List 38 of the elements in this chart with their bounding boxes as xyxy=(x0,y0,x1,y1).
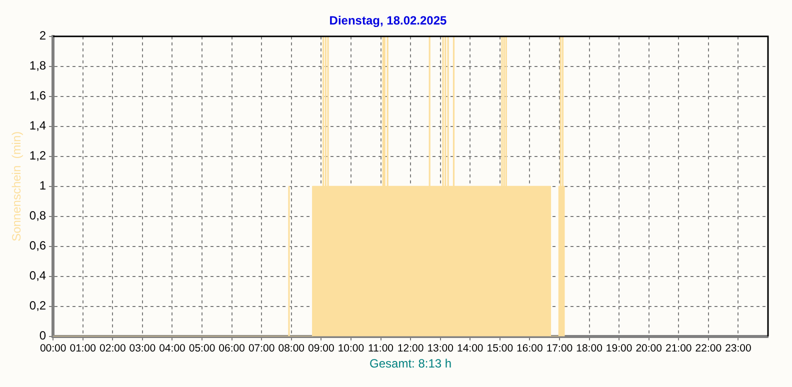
y-tick-label: 0,2 xyxy=(29,298,46,313)
y-tick-label: 1 xyxy=(39,178,46,193)
y-tick-label: 1,2 xyxy=(29,148,46,163)
x-tick-label: 17:00 xyxy=(546,342,573,355)
x-tick-label: 14:00 xyxy=(456,342,484,355)
x-tick-label: 21:00 xyxy=(665,342,692,355)
y-tick-label: 0 xyxy=(39,328,46,343)
y-tick-label: 1,8 xyxy=(29,58,46,73)
y-tick-label: 1,6 xyxy=(29,88,46,103)
x-tick-label: 23:00 xyxy=(725,342,752,355)
x-tick-label: 05:00 xyxy=(188,342,216,355)
x-tick-label: 18:00 xyxy=(576,342,603,355)
x-tick-label: 16:00 xyxy=(516,342,543,355)
x-tick-label: 07:00 xyxy=(248,342,275,355)
y-tick-label: 2 xyxy=(39,28,46,43)
x-tick-label: 20:00 xyxy=(636,342,662,355)
chart-title: Dienstag, 18.02.2025 xyxy=(329,14,448,28)
y-tick-label: 0,6 xyxy=(29,238,46,253)
x-tick-label: 11:00 xyxy=(368,342,394,355)
x-tick-label: 04:00 xyxy=(159,342,186,355)
y-axis-title: Sonnenschein (min) xyxy=(10,131,24,242)
text: Gesamt: 8:13 h xyxy=(370,356,452,371)
x-tick-label: 02:00 xyxy=(100,342,126,355)
x-tick-label: 08:00 xyxy=(278,342,305,355)
x-tick-label: 22:00 xyxy=(695,342,722,355)
x-tick-label: 15:00 xyxy=(486,342,514,355)
x-tick-label: 03:00 xyxy=(129,342,156,355)
x-tick-label: 06:00 xyxy=(218,342,246,355)
x-tick-label: 12:00 xyxy=(397,342,424,355)
y-tick-label: 0,4 xyxy=(29,268,46,283)
x-tick-label: 13:00 xyxy=(427,342,454,355)
x-tick-label: 00:00 xyxy=(40,342,66,355)
y-tick-label: 1,4 xyxy=(29,118,46,133)
x-tick-label: 01:00 xyxy=(70,342,96,355)
x-tick-label: 09:00 xyxy=(308,342,334,355)
y-tick-label: 0,8 xyxy=(29,208,46,223)
x-tick-label: 19:00 xyxy=(606,342,632,355)
x-tick-label: 10:00 xyxy=(338,342,364,355)
